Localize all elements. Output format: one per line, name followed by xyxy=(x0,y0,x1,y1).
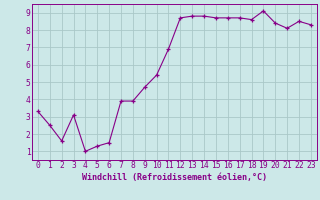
X-axis label: Windchill (Refroidissement éolien,°C): Windchill (Refroidissement éolien,°C) xyxy=(82,173,267,182)
